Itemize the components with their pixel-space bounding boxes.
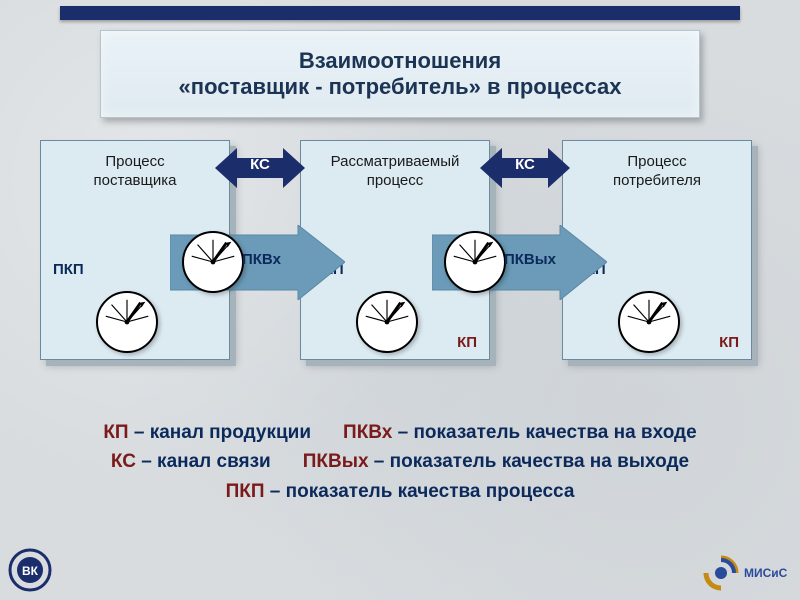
- legend-row-1: КП – канал продукции ПКВх – показатель к…: [0, 418, 800, 447]
- legend-term: КП: [103, 422, 128, 443]
- process-title: Процесспоставщика: [41, 141, 229, 191]
- legend-def: – канал связи: [136, 451, 271, 472]
- kp-label: КП: [457, 334, 477, 351]
- flow-arrow-1: ПКВых: [432, 225, 607, 300]
- legend-def: – показатель качества на выходе: [369, 451, 690, 472]
- title-line1: Взаимоотношения: [299, 48, 501, 74]
- legend-def: – показатель качества на входе: [392, 422, 696, 443]
- legend: КП – канал продукции ПКВх – показатель к…: [0, 418, 800, 506]
- legend-row-2: КС – канал связи ПКВых – показатель каче…: [0, 447, 800, 476]
- diagram: Процесспоставщика ПКП Рассматриваемыйпро…: [0, 130, 800, 390]
- legend-def: – канал продукции: [129, 422, 311, 443]
- legend-term: ПКВх: [343, 422, 392, 443]
- legend-term: КС: [111, 451, 136, 472]
- gauge-icon: [96, 291, 158, 353]
- flow-arrow-0: ПКВх: [170, 225, 345, 300]
- legend-def: – показатель качества процесса: [265, 481, 575, 502]
- kp-label: КП: [719, 334, 739, 351]
- feedback-arrow-0: КС: [215, 146, 305, 190]
- ks-label: КС: [480, 156, 570, 173]
- title-line2: «поставщик - потребитель» в процессах: [179, 74, 622, 100]
- ks-label: КС: [215, 156, 305, 173]
- legend-row-3: ПКП – показатель качества процесса: [0, 477, 800, 506]
- feedback-arrow-1: КС: [480, 146, 570, 190]
- bk-badge: ВК: [8, 548, 52, 592]
- legend-term: ПКВых: [303, 451, 369, 472]
- top-bar: [60, 6, 740, 20]
- title-panel: Взаимоотношения «поставщик - потребитель…: [100, 30, 700, 118]
- gauge-icon: [618, 291, 680, 353]
- process-title: Рассматриваемыйпроцесс: [301, 141, 489, 191]
- pkp-label: ПКП: [53, 261, 84, 278]
- gauge-icon: [444, 231, 506, 293]
- arrow-label: ПКВых: [504, 251, 556, 268]
- legend-term: ПКП: [226, 481, 265, 502]
- arrow-label: ПКВх: [242, 251, 281, 268]
- gauge-icon: [182, 231, 244, 293]
- misis-logo: МИСиС: [702, 552, 790, 594]
- process-title: Процесспотребителя: [563, 141, 751, 191]
- svg-text:ВК: ВК: [22, 564, 39, 578]
- misis-text: МИСиС: [744, 566, 787, 580]
- gauge-icon: [356, 291, 418, 353]
